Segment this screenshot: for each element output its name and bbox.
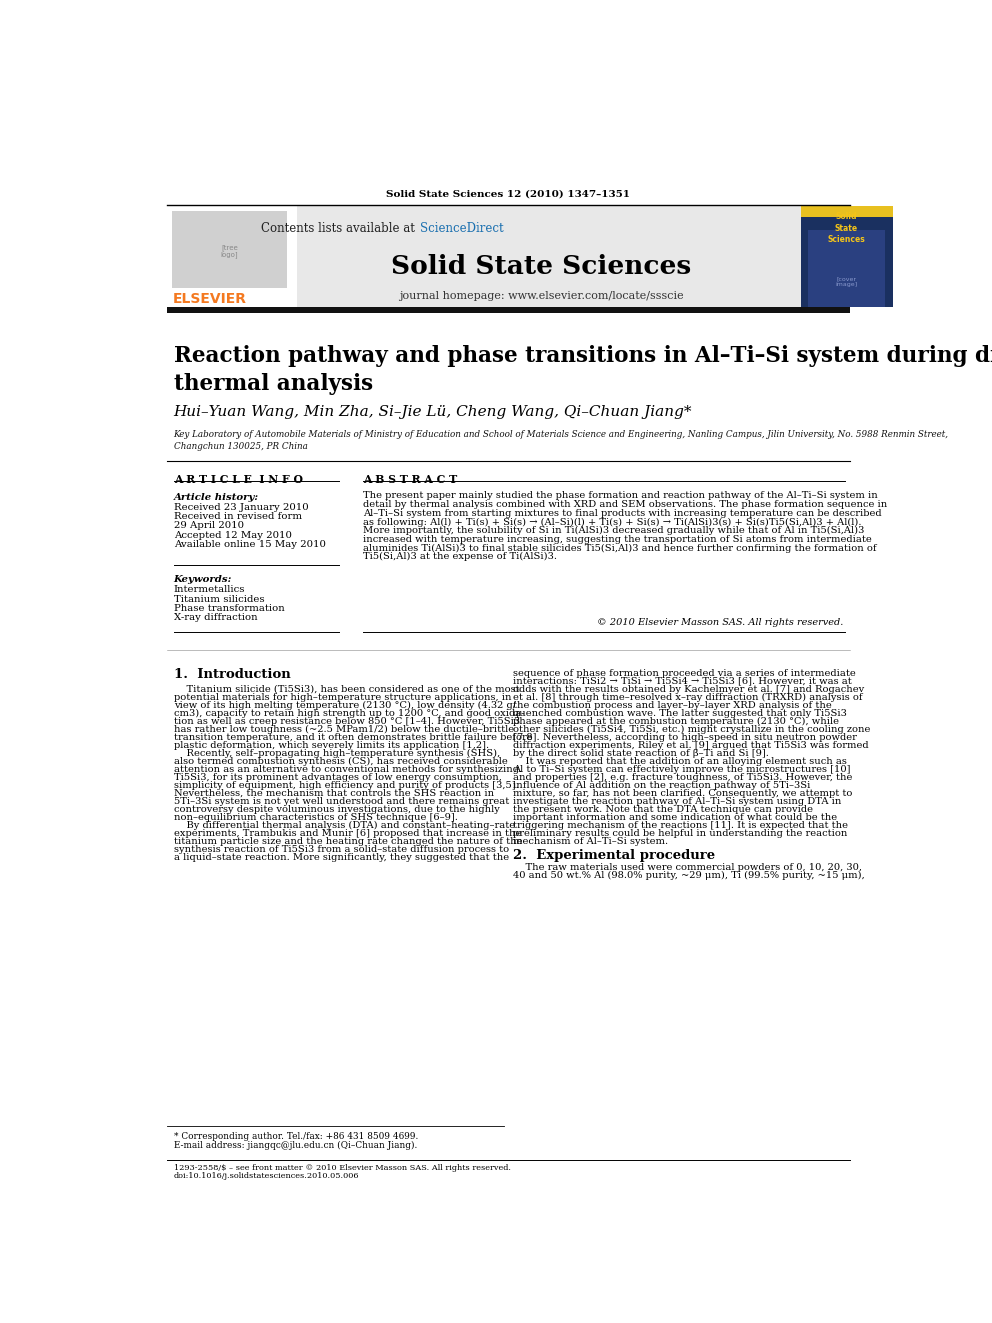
Text: [tree
logo]: [tree logo] xyxy=(220,243,238,258)
Text: Phase transformation: Phase transformation xyxy=(174,603,285,613)
Text: a liquid–state reaction. More significantly, they suggested that the: a liquid–state reaction. More significan… xyxy=(174,853,509,861)
Text: Received 23 January 2010: Received 23 January 2010 xyxy=(174,503,309,512)
Text: doi:10.1016/j.solidstatesciences.2010.05.006: doi:10.1016/j.solidstatesciences.2010.05… xyxy=(174,1172,359,1180)
Text: Recently, self–propagating high–temperature synthesis (SHS),: Recently, self–propagating high–temperat… xyxy=(174,749,500,758)
Text: quenched combustion wave. The latter suggested that only Ti5Si3: quenched combustion wave. The latter sug… xyxy=(513,709,847,717)
Text: © 2010 Elsevier Masson SAS. All rights reserved.: © 2010 Elsevier Masson SAS. All rights r… xyxy=(597,618,843,627)
Text: simplicity of equipment, high efficiency and purity of products [3,5].: simplicity of equipment, high efficiency… xyxy=(174,781,519,790)
Text: important information and some indication of what could be the: important information and some indicatio… xyxy=(513,812,837,822)
Text: increased with temperature increasing, suggesting the transportation of Si atoms: increased with temperature increasing, s… xyxy=(363,534,871,544)
Text: titanium particle size and the heating rate changed the nature of the: titanium particle size and the heating r… xyxy=(174,837,522,845)
Text: has rather low toughness (~2.5 MPam1/2) below the ductile–brittle: has rather low toughness (~2.5 MPam1/2) … xyxy=(174,725,514,734)
Text: Reaction pathway and phase transitions in Al–Ti–Si system during differential
th: Reaction pathway and phase transitions i… xyxy=(174,345,992,396)
Bar xyxy=(801,206,893,307)
Bar xyxy=(807,230,885,307)
Text: Ti5(Si,Al)3 at the expense of Ti(AlSi)3.: Ti5(Si,Al)3 at the expense of Ti(AlSi)3. xyxy=(363,552,557,561)
Text: diffraction experiments, Riley et al. [9] argued that Ti5Si3 was formed: diffraction experiments, Riley et al. [9… xyxy=(513,741,869,750)
Bar xyxy=(801,206,893,217)
Text: [cover
image]: [cover image] xyxy=(835,277,857,287)
Text: interactions: TiSi2 → TiSi → Ti5Si4 → Ti5Si3 [6]. However, it was at: interactions: TiSi2 → TiSi → Ti5Si4 → Ti… xyxy=(513,676,852,685)
Text: investigate the reaction pathway of Al–Ti–Si system using DTA in: investigate the reaction pathway of Al–T… xyxy=(513,796,841,806)
Text: the present work. Note that the DTA technique can provide: the present work. Note that the DTA tech… xyxy=(513,804,813,814)
Text: Solid State Sciences 12 (2010) 1347–1351: Solid State Sciences 12 (2010) 1347–1351 xyxy=(387,189,630,198)
Text: transition temperature, and it often demonstrates brittle failure before: transition temperature, and it often dem… xyxy=(174,733,533,742)
Text: plastic deformation, which severely limits its application [1,2].: plastic deformation, which severely limi… xyxy=(174,741,489,750)
Text: journal homepage: www.elsevier.com/locate/ssscie: journal homepage: www.elsevier.com/locat… xyxy=(399,291,683,300)
Text: non–equilibrium characteristics of SHS technique [6–9].: non–equilibrium characteristics of SHS t… xyxy=(174,812,457,822)
Text: A B S T R A C T: A B S T R A C T xyxy=(363,475,457,486)
Text: experiments, Trambukis and Munir [6] proposed that increase in the: experiments, Trambukis and Munir [6] pro… xyxy=(174,828,521,837)
Text: Nevertheless, the mechanism that controls the SHS reaction in: Nevertheless, the mechanism that control… xyxy=(174,789,494,798)
Text: 5Ti–3Si system is not yet well understood and there remains great: 5Ti–3Si system is not yet well understoo… xyxy=(174,796,509,806)
Text: It was reported that the addition of an alloying element such as: It was reported that the addition of an … xyxy=(513,757,847,766)
Text: 2.  Experimental procedure: 2. Experimental procedure xyxy=(513,849,715,863)
Text: phase appeared at the combustion temperature (2130 °C), while: phase appeared at the combustion tempera… xyxy=(513,717,839,726)
Text: Available online 15 May 2010: Available online 15 May 2010 xyxy=(174,540,325,549)
Text: 1.  Introduction: 1. Introduction xyxy=(174,668,291,681)
Text: Intermetallics: Intermetallics xyxy=(174,585,245,594)
Text: [7,8]. Nevertheless, according to high–speed in situ neutron powder: [7,8]. Nevertheless, according to high–s… xyxy=(513,733,857,742)
Text: et al. [8] through time–resolved x–ray diffraction (TRXRD) analysis of: et al. [8] through time–resolved x–ray d… xyxy=(513,692,863,701)
Text: More importantly, the solubility of Si in Ti(AlSi)3 decreased gradually while th: More importantly, the solubility of Si i… xyxy=(363,527,864,536)
Text: Received in revised form: Received in revised form xyxy=(174,512,302,521)
Bar xyxy=(172,212,287,288)
Text: Hui–Yuan Wang, Min Zha, Si–Jie Lü, Cheng Wang, Qi–Chuan Jiang*: Hui–Yuan Wang, Min Zha, Si–Jie Lü, Cheng… xyxy=(174,405,692,419)
Text: 29 April 2010: 29 April 2010 xyxy=(174,521,244,531)
Text: triggering mechanism of the reactions [11]. It is expected that the: triggering mechanism of the reactions [1… xyxy=(513,820,848,830)
Text: Titanium silicides: Titanium silicides xyxy=(174,594,264,603)
Text: cm3), capacity to retain high strength up to 1200 °C, and good oxida-: cm3), capacity to retain high strength u… xyxy=(174,709,524,718)
Text: tion as well as creep resistance below 850 °C [1–4]. However, Ti5Si3: tion as well as creep resistance below 8… xyxy=(174,717,520,726)
Text: and properties [2], e.g. fracture toughness, of Ti5Si3. However, the: and properties [2], e.g. fracture toughn… xyxy=(513,773,852,782)
Text: Contents lists available at: Contents lists available at xyxy=(261,221,419,234)
Text: * Corresponding author. Tel./fax: +86 431 8509 4699.: * Corresponding author. Tel./fax: +86 43… xyxy=(174,1132,418,1140)
Text: potential materials for high–temperature structure applications, in: potential materials for high–temperature… xyxy=(174,693,511,701)
Text: Ti5Si3, for its prominent advantages of low energy consumption,: Ti5Si3, for its prominent advantages of … xyxy=(174,773,502,782)
Text: mixture, so far, has not been clarified. Consequently, we attempt to: mixture, so far, has not been clarified.… xyxy=(513,789,852,798)
Text: the combustion process and layer–by–layer XRD analysis of the: the combustion process and layer–by–laye… xyxy=(513,701,832,709)
Text: Keywords:: Keywords: xyxy=(174,576,232,585)
Text: Accepted 12 May 2010: Accepted 12 May 2010 xyxy=(174,531,292,540)
Text: Solid
State
Sciences: Solid State Sciences xyxy=(827,213,865,243)
Text: controversy despite voluminous investigations, due to the highly: controversy despite voluminous investiga… xyxy=(174,804,500,814)
Text: as following: Al(l) + Ti(s) + Si(s) → (Al–Si)(l) + Ti(s) + Si(s) → Ti(AlSi)3(s) : as following: Al(l) + Ti(s) + Si(s) → (A… xyxy=(363,517,861,527)
Text: sequence of phase formation proceeded via a series of intermediate: sequence of phase formation proceeded vi… xyxy=(513,668,856,677)
Bar xyxy=(167,206,850,307)
Text: 40 and 50 wt.% Al (98.0% purity, ~29 μm), Ti (99.5% purity, ~15 μm),: 40 and 50 wt.% Al (98.0% purity, ~29 μm)… xyxy=(513,871,865,880)
Text: The raw materials used were commercial powders of 0, 10, 20, 30,: The raw materials used were commercial p… xyxy=(513,863,862,872)
Text: E-mail address: jiangqc@jlu.edu.cn (Qi–Chuan Jiang).: E-mail address: jiangqc@jlu.edu.cn (Qi–C… xyxy=(174,1142,417,1151)
Text: by the direct solid state reaction of β–Ti and Si [9].: by the direct solid state reaction of β–… xyxy=(513,749,769,758)
Text: synthesis reaction of Ti5Si3 from a solid–state diffusion process to: synthesis reaction of Ti5Si3 from a soli… xyxy=(174,845,509,853)
Text: Key Laboratory of Automobile Materials of Ministry of Education and School of Ma: Key Laboratory of Automobile Materials o… xyxy=(174,430,948,451)
Text: A R T I C L E  I N F O: A R T I C L E I N F O xyxy=(174,475,303,486)
Text: ScienceDirect: ScienceDirect xyxy=(420,221,504,234)
Text: influence of Al addition on the reaction pathway of 5Ti–3Si: influence of Al addition on the reaction… xyxy=(513,781,810,790)
Text: Article history:: Article history: xyxy=(174,493,259,501)
Text: Solid State Sciences: Solid State Sciences xyxy=(391,254,691,279)
Bar xyxy=(167,307,850,312)
Text: other silicides (Ti5Si4, Ti5Si, etc.) might crystallize in the cooling zone: other silicides (Ti5Si4, Ti5Si, etc.) mi… xyxy=(513,725,870,734)
Bar xyxy=(167,206,297,307)
Text: odds with the results obtained by Kachelmyer et al. [7] and Rogachev: odds with the results obtained by Kachel… xyxy=(513,684,864,693)
Text: mechanism of Al–Ti–Si system.: mechanism of Al–Ti–Si system. xyxy=(513,836,669,845)
Text: aluminides Ti(AlSi)3 to final stable silicides Ti5(Si,Al)3 and hence further con: aluminides Ti(AlSi)3 to final stable sil… xyxy=(363,544,876,553)
Text: preliminary results could be helpful in understanding the reaction: preliminary results could be helpful in … xyxy=(513,828,847,837)
Text: ELSEVIER: ELSEVIER xyxy=(173,292,246,306)
Text: attention as an alternative to conventional methods for synthesizing: attention as an alternative to conventio… xyxy=(174,765,519,774)
Text: X-ray diffraction: X-ray diffraction xyxy=(174,613,257,622)
Text: detail by thermal analysis combined with XRD and SEM observations. The phase for: detail by thermal analysis combined with… xyxy=(363,500,887,509)
Text: Titanium silicide (Ti5Si3), has been considered as one of the most: Titanium silicide (Ti5Si3), has been con… xyxy=(174,685,519,693)
Text: view of its high melting temperature (2130 °C), low density (4.32 g/: view of its high melting temperature (21… xyxy=(174,701,516,710)
Text: Al to Ti–Si system can effectively improve the microstructures [10]: Al to Ti–Si system can effectively impro… xyxy=(513,765,850,774)
Text: also termed combustion synthesis (CS), has received considerable: also termed combustion synthesis (CS), h… xyxy=(174,757,507,766)
Text: 1293-2558/$ – see front matter © 2010 Elsevier Masson SAS. All rights reserved.: 1293-2558/$ – see front matter © 2010 El… xyxy=(174,1164,511,1172)
Text: By differential thermal analysis (DTA) and constant–heating–rate: By differential thermal analysis (DTA) a… xyxy=(174,820,515,830)
Text: The present paper mainly studied the phase formation and reaction pathway of the: The present paper mainly studied the pha… xyxy=(363,491,878,500)
Text: Al–Ti–Si system from starting mixtures to final products with increasing tempera: Al–Ti–Si system from starting mixtures t… xyxy=(363,509,881,517)
